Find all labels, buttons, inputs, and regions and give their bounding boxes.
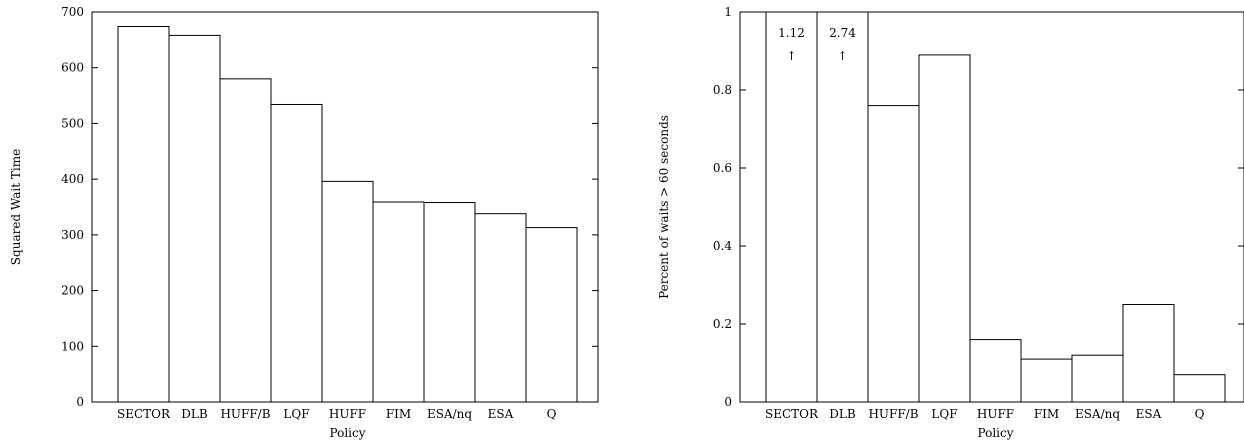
bar-q	[525, 227, 578, 403]
x-category-label: FIM	[1034, 407, 1059, 421]
bar-dlb	[816, 11, 869, 403]
bar-q	[1173, 374, 1226, 403]
x-category-label: LQF	[283, 407, 309, 421]
x-category-label: Q	[547, 407, 557, 421]
x-category-label: Q	[1195, 407, 1205, 421]
y-tick-label: 1	[724, 5, 732, 19]
y-tick-label: 0.4	[713, 239, 732, 253]
y-tick-label: 0.2	[713, 317, 732, 331]
x-category-label: ESA/nq	[427, 407, 472, 421]
clipped-value-label: 2.74	[829, 26, 856, 40]
x-category-label: HUFF	[977, 407, 1014, 421]
y-axis-label: Percent of waits > 60 seconds	[657, 115, 671, 299]
y-tick-label: 0	[76, 395, 84, 409]
y-tick-label: 0	[724, 395, 732, 409]
plot-frame	[739, 11, 1244, 403]
bar-lqf	[270, 103, 323, 403]
x-category-label: DLB	[181, 407, 208, 421]
x-axis-label: Policy	[330, 426, 366, 440]
y-tick-label: 0.6	[713, 161, 732, 175]
bar-fim	[372, 201, 425, 403]
x-category-label: LQF	[931, 407, 957, 421]
y-tick-label: 600	[61, 61, 84, 75]
bar-huff	[321, 180, 374, 403]
bar-dlb	[168, 34, 221, 403]
bar-esa	[474, 213, 527, 403]
x-category-label: HUFF/B	[220, 407, 270, 421]
up-arrow-icon: ↑	[786, 49, 796, 63]
bar-sector	[765, 11, 818, 403]
y-tick-label: 0.8	[713, 83, 732, 97]
y-tick-label: 500	[61, 116, 84, 130]
y-tick-label: 400	[61, 172, 84, 186]
bar-esa-nq	[1071, 354, 1124, 403]
y-tick-label: 700	[61, 5, 84, 19]
y-tick-label: 100	[61, 339, 84, 353]
x-category-label: HUFF/B	[868, 407, 918, 421]
x-category-label: ESA	[1136, 407, 1162, 421]
bar-esa	[1122, 304, 1175, 403]
bar-lqf	[918, 54, 971, 403]
chart-squared-wait-time: 0 100 200 300 400 500 600 700 SECTOR DLB HUFF/B LQF…	[9, 5, 599, 440]
x-category-label: SECTOR	[117, 407, 171, 421]
clipped-value-label: 1.12	[778, 26, 805, 40]
y-tick-label: 300	[61, 228, 84, 242]
x-category-label: ESA	[488, 407, 514, 421]
x-category-label: HUFF	[329, 407, 366, 421]
y-tick-label: 200	[61, 284, 84, 298]
x-category-label: FIM	[386, 407, 411, 421]
bar-esa-nq	[423, 202, 476, 403]
x-category-label: DLB	[829, 407, 856, 421]
bar-huff-b	[867, 105, 920, 403]
x-category-label: SECTOR	[765, 407, 819, 421]
bar-sector	[117, 25, 170, 403]
y-axis-label: Squared Wait Time	[9, 149, 23, 265]
x-category-label: ESA/nq	[1075, 407, 1120, 421]
bar-huff	[969, 339, 1022, 403]
plot-frame	[91, 11, 599, 403]
bar-huff-b	[219, 78, 272, 403]
bar-fim	[1020, 358, 1073, 403]
x-axis-label: Policy	[978, 426, 1014, 440]
chart-percent-waits-over-60s: 0 0.2 0.4 0.6 0.8 1 SECTOR DLB HUFF/B LQF HUFF FIM E…	[657, 5, 1244, 440]
up-arrow-icon: ↑	[837, 49, 847, 63]
